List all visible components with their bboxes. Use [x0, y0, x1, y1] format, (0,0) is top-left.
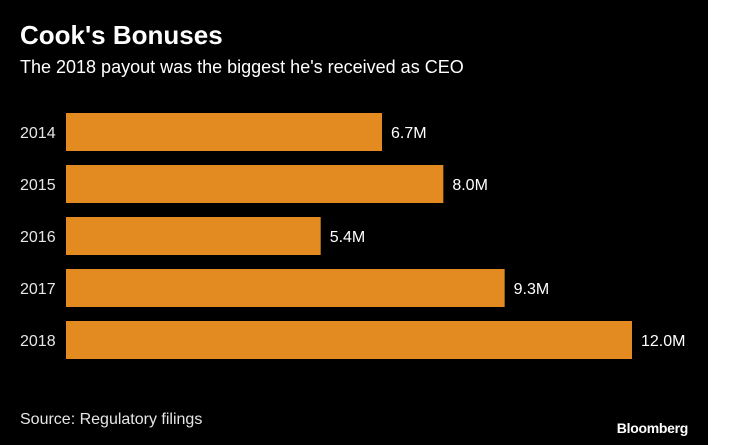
y-tick-label: 2015 [20, 177, 56, 194]
data-label: 8.0M [452, 177, 488, 194]
source-note: Source: Regulatory filings [20, 411, 203, 428]
bloomberg-logo: Bloomberg [616, 420, 689, 436]
chart-panel: Cook's Bonuses The 2018 payout was the b… [0, 0, 708, 445]
data-label: 9.3M [514, 281, 550, 298]
y-tick-label: 2016 [20, 229, 56, 246]
chart-title: Cook's Bonuses [20, 20, 223, 50]
chart-subtitle: The 2018 payout was the biggest he's rec… [20, 57, 464, 77]
y-tick-label: 2018 [20, 333, 56, 350]
bar-2015 [66, 165, 444, 203]
bar-chart: 2014 6.7M 2015 8.0M 2016 5.4M 2017 9.3M 2018 12.0… [20, 113, 685, 359]
bar-2018 [66, 321, 632, 359]
bar-2014 [66, 113, 383, 151]
y-tick-label: 2014 [20, 125, 56, 142]
bar-2016 [66, 217, 321, 255]
y-tick-label: 2017 [20, 281, 56, 298]
data-label: 6.7M [391, 125, 427, 142]
bar-2017 [66, 269, 505, 307]
data-label: 5.4M [330, 229, 366, 246]
data-label: 12.0M [641, 333, 685, 350]
